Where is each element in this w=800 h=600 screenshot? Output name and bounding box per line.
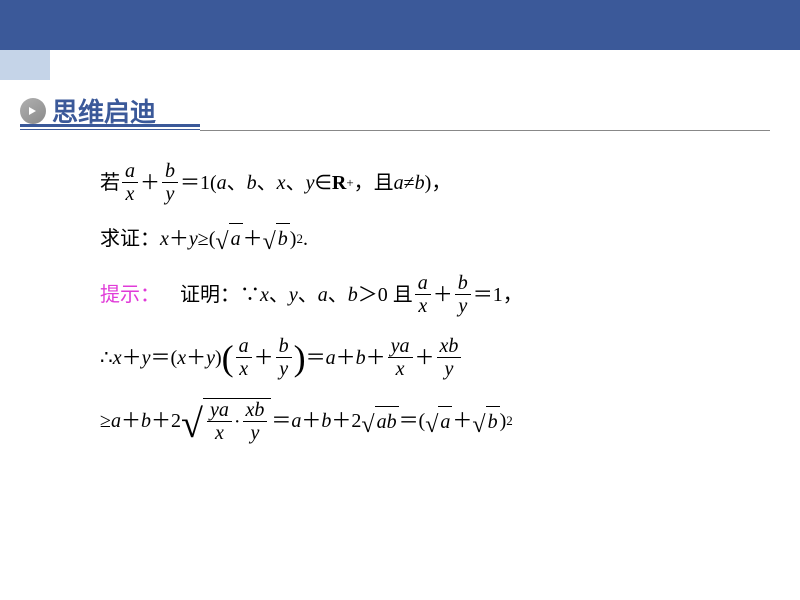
var: y: [142, 343, 151, 373]
text: ＋: [121, 406, 141, 436]
line-1: 若 ax ＋ by ＝1( a 、 b 、 x 、 y ∈ R + ，且 a ≠…: [100, 160, 700, 205]
text: ＞0 且: [358, 280, 413, 310]
fraction: by: [162, 160, 178, 205]
hint-label: 提示：: [100, 280, 160, 310]
text: ): [215, 343, 222, 373]
var: x: [113, 343, 122, 373]
var: b: [247, 168, 257, 198]
text: 若: [100, 168, 120, 198]
text: 、: [286, 168, 306, 198]
var: a: [217, 168, 227, 198]
var: b: [415, 168, 425, 198]
fraction: ax: [122, 160, 138, 205]
text: ): [500, 406, 507, 436]
var: x: [277, 168, 286, 198]
var: a: [326, 343, 336, 373]
text: ＋: [122, 343, 142, 373]
var: b: [348, 280, 358, 310]
big-paren: ): [294, 340, 306, 376]
big-paren: (: [222, 340, 234, 376]
var: x: [260, 280, 269, 310]
fraction: xby: [243, 399, 268, 444]
sqrt: √ab: [361, 406, 398, 437]
text: ＋: [186, 343, 206, 373]
text: ＋: [452, 406, 472, 436]
line-5: ≥ a ＋ b ＋2 √ yax · xby ＝ a ＋ b ＋2 √ab ＝(…: [100, 398, 700, 444]
fraction: yax: [388, 335, 413, 380]
fraction: yax: [207, 399, 232, 444]
text: ＋: [301, 406, 321, 436]
text: ＋: [140, 168, 160, 198]
text: ≠: [404, 168, 415, 198]
sqrt: √a: [215, 223, 242, 254]
fraction: by: [455, 272, 471, 317]
var: y: [306, 168, 315, 198]
text: ，且: [354, 168, 394, 198]
text: ＝(: [399, 406, 426, 436]
text: ∈: [314, 168, 331, 198]
text: ＝1(: [180, 168, 217, 198]
text: ≥(: [198, 224, 216, 254]
text: ∴: [100, 343, 113, 373]
text: ＝1，: [473, 280, 523, 310]
fraction: ax: [415, 272, 431, 317]
sub-bar: [0, 50, 50, 80]
text: ＝: [271, 406, 291, 436]
var: b: [141, 406, 151, 436]
divider-line: [200, 130, 770, 131]
text: .: [303, 224, 308, 254]
text: ＝(: [151, 343, 178, 373]
text: ＋2: [331, 406, 361, 436]
var: x: [160, 224, 169, 254]
line-2: 求证： x ＋ y ≥( √a ＋ √b ) 2 .: [100, 223, 700, 254]
title-underline: [20, 124, 200, 130]
text: ＝: [306, 343, 326, 373]
text: ＋: [433, 280, 453, 310]
sqrt-big: √ yax · xby: [181, 398, 271, 444]
text: ＋: [243, 224, 263, 254]
text: ＋: [169, 224, 189, 254]
text: ＋2: [151, 406, 181, 436]
subscript: +: [346, 173, 353, 193]
sqrt: √b: [263, 223, 290, 254]
text: ·: [234, 407, 241, 437]
text: 证明：∵: [180, 280, 260, 310]
content-area: 若 ax ＋ by ＝1( a 、 b 、 x 、 y ∈ R + ，且 a ≠…: [100, 160, 700, 462]
fraction: ax: [236, 335, 252, 380]
text: 、: [328, 280, 348, 310]
var: a: [291, 406, 301, 436]
sqrt: √a: [425, 406, 452, 437]
text: ＋: [366, 343, 386, 373]
top-bar: [0, 0, 800, 50]
var: a: [318, 280, 328, 310]
fraction: by: [276, 335, 292, 380]
text: ＋: [415, 343, 435, 373]
text: 、: [298, 280, 318, 310]
text: ＋: [254, 343, 274, 373]
text: ＋: [336, 343, 356, 373]
line-3: 提示： 证明：∵ x 、 y 、 a 、 b ＞0 且 ax ＋ by ＝1，: [100, 272, 700, 317]
superscript: 2: [506, 411, 513, 431]
var: y: [189, 224, 198, 254]
text: 、: [269, 280, 289, 310]
text: )，: [425, 168, 452, 198]
var: x: [177, 343, 186, 373]
var: a: [394, 168, 404, 198]
text: 求证：: [100, 224, 160, 254]
text: ): [290, 224, 297, 254]
var: y: [289, 280, 298, 310]
sqrt: √b: [472, 406, 499, 437]
arrow-circle-icon: [20, 98, 46, 124]
text: ≥: [100, 406, 111, 436]
text: 、: [257, 168, 277, 198]
var: a: [111, 406, 121, 436]
line-4: ∴ x ＋ y ＝( x ＋ y ) ( ax ＋ by ) ＝ a ＋ b ＋…: [100, 335, 700, 380]
set-R: R: [332, 168, 346, 198]
var: b: [356, 343, 366, 373]
fraction: xby: [437, 335, 462, 380]
var: y: [206, 343, 215, 373]
var: b: [321, 406, 331, 436]
text: 、: [227, 168, 247, 198]
